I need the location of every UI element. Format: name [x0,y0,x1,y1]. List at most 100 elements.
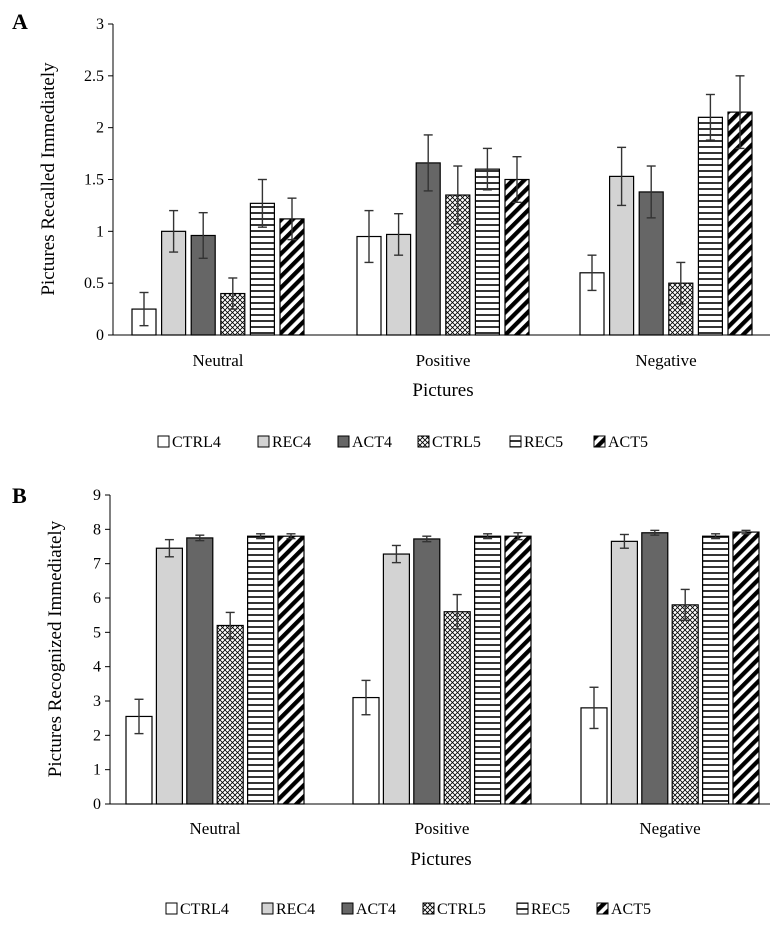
legend-label: REC5 [524,434,563,451]
error-bar [650,529,660,536]
error-bar [617,146,627,207]
y-tick-label: 4 [93,659,101,676]
category-label-negative: Negative [635,351,696,370]
bar-rec5-positive [474,535,502,805]
legend-a: CTRL4 REC4 ACT4 CTRL5 REC5 ACT5 [157,434,648,451]
error-bar [286,533,296,540]
bar-rec5-positive [474,168,500,336]
bar-act5-neutral [277,535,305,805]
error-bar [422,535,432,543]
legend-label: CTRL5 [437,901,486,918]
bar-rec5-neutral [247,535,275,805]
legend-item-rec5: REC5 [516,901,570,918]
y-tick-label: 3 [93,693,101,710]
error-bar [646,165,656,219]
legend-label: REC4 [272,434,311,451]
bar-ctrl5-positive [443,611,471,805]
legend-swatch [509,435,522,448]
legend-label: ACT4 [352,434,392,451]
bar-act4-neutral [186,537,214,805]
legend-swatch [596,902,609,915]
error-bar [453,165,463,225]
bars-b [125,529,760,805]
y-tick-label: 6 [93,590,101,607]
legend-swatch [157,435,170,448]
legend-swatch [341,902,354,915]
bar-rec4-positive [382,553,410,805]
error-bar [195,534,205,542]
y-tick-label: 5 [93,624,101,641]
error-bar [364,209,374,264]
error-bar [589,686,599,730]
y-axis-title-a: Pictures Recalled Immediately [38,62,59,296]
error-bar [394,213,404,256]
bar-rec4-negative [610,540,639,805]
legend-swatch [593,435,606,448]
category-label-negative: Negative [639,819,700,838]
y-tick-label: 2 [96,120,104,137]
error-bar [225,611,235,640]
error-bar [169,209,179,253]
bar-rec4-neutral [155,547,183,805]
legend-label: ACT5 [608,434,648,451]
error-bar [423,134,433,192]
error-bar [676,261,686,305]
error-bar [139,291,149,327]
legend-item-rec4: REC4 [257,434,311,451]
error-bar [256,533,266,540]
panel-label-b: B [12,483,27,508]
bar-ctrl5-neutral [216,624,244,805]
y-tick-label: 1.5 [84,172,104,189]
bar-rec4-neutral [161,230,187,336]
error-bar [198,211,208,259]
legend-item-ctrl4: CTRL4 [165,901,229,918]
legend-item-rec4: REC4 [261,901,315,918]
y-tick-label: 9 [93,487,101,504]
legend-swatch [337,435,350,448]
legend-swatch [165,902,178,915]
error-bar [482,147,492,191]
y-tick-label: 0.5 [84,275,104,292]
y-tick-label: 7 [93,556,101,573]
chart-panel-b: B 0 1 2 3 4 5 6 7 8 9 Neutral Positive Negative Pic… [12,483,770,918]
bar-ctrl5-neutral [220,292,246,336]
legend-label: ACT4 [356,901,396,918]
error-bar [257,178,267,228]
y-tick-label: 3 [96,16,104,33]
y-tick-label: 8 [93,521,101,538]
bar-rec5-negative [697,116,724,336]
legend-item-ctrl4: CTRL4 [157,434,221,451]
legend-label: CTRL5 [432,434,481,451]
y-axis-title-b: Pictures Recognized Immediately [45,520,66,777]
legend-item-act5: ACT5 [596,901,651,918]
error-bar [452,593,462,630]
legend-swatch [261,902,274,915]
bar-act5-positive [504,535,532,805]
legend-item-act5: ACT5 [593,434,648,451]
legend-label: CTRL4 [172,434,221,451]
legend-label: ACT5 [611,901,651,918]
category-label-neutral: Neutral [193,351,244,370]
error-bar [512,155,522,204]
y-tick-label: 2 [93,727,101,744]
error-bar [587,254,597,292]
error-bar [513,532,523,541]
legend-swatch [422,902,435,915]
bars-a [131,75,753,336]
y-tick-label: 1 [93,762,101,779]
category-label-neutral: Neutral [190,819,241,838]
bar-act5-negative [727,111,753,336]
y-tick-label: 0 [93,796,101,813]
legend-swatch [257,435,270,448]
y-tick-label: 0 [96,327,104,344]
error-bar [287,197,297,241]
category-label-positive: Positive [416,351,471,370]
legend-swatch [417,435,430,448]
category-labels-b: Neutral Positive Negative [190,819,701,838]
legend-label: REC5 [531,901,570,918]
legend-swatch [516,902,529,915]
error-bar [680,588,690,622]
error-bar [735,75,745,150]
bar-rec5-negative [701,535,730,805]
